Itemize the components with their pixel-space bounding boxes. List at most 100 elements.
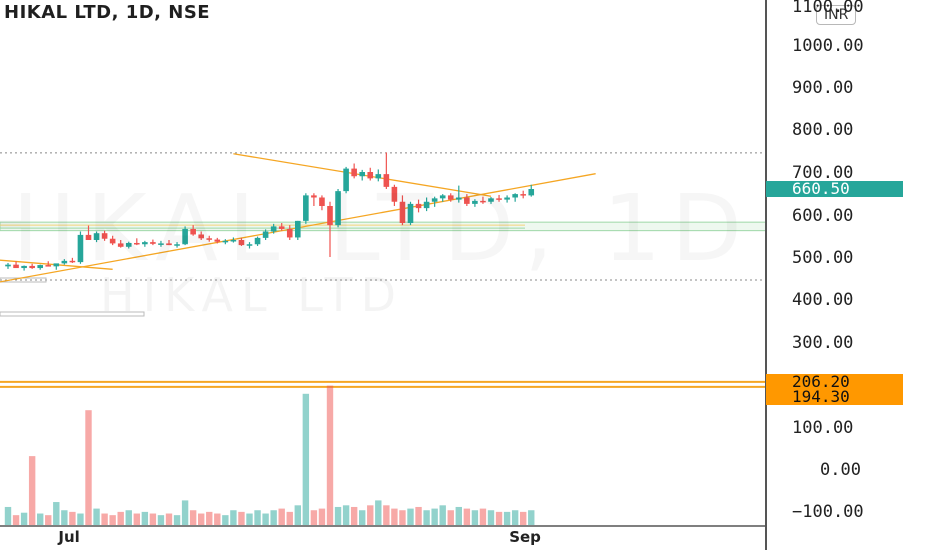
chart-title: HIKAL LTD, 1D, NSE	[4, 2, 211, 23]
volume-bar	[157, 515, 165, 525]
volume-bar	[350, 506, 358, 525]
candle	[447, 195, 454, 200]
volume-bar	[278, 508, 285, 525]
candle	[303, 195, 309, 221]
volume-bar	[230, 510, 237, 525]
candle	[278, 226, 285, 229]
volume-bar	[318, 508, 326, 525]
volume-bar	[375, 500, 382, 525]
candle	[488, 198, 494, 202]
symbol-watermark-large: HIKAL LTD, 1D	[0, 175, 752, 282]
last-price-label: 660.50	[766, 181, 903, 197]
candle	[270, 226, 277, 232]
time-tick-label: Jul	[58, 528, 80, 546]
volume-bar	[109, 515, 116, 525]
candle	[496, 198, 502, 200]
volume-bar	[439, 505, 446, 525]
price-tick-label: 700.00	[792, 163, 854, 183]
volume-bar	[85, 410, 92, 525]
price-tick-label: 1100.00	[792, 0, 864, 17]
candle	[13, 264, 19, 269]
volume-bar	[407, 508, 414, 525]
candle	[174, 244, 180, 246]
volume-bar	[254, 510, 261, 525]
candle	[464, 197, 470, 204]
candle	[246, 244, 253, 246]
volume-bar	[326, 385, 334, 525]
volume-bar	[45, 515, 52, 525]
candle	[222, 240, 229, 243]
candle	[286, 228, 293, 238]
candle	[109, 238, 116, 244]
candle	[254, 237, 261, 245]
volume-bar	[399, 510, 406, 525]
candle	[311, 195, 317, 198]
candle	[351, 168, 357, 177]
candle	[190, 228, 196, 235]
candle	[125, 242, 132, 247]
price-tick-label: 500.00	[792, 248, 854, 268]
candle	[456, 197, 462, 200]
candle	[158, 243, 164, 245]
candle	[29, 265, 35, 269]
candle	[53, 263, 60, 267]
volume-bar	[117, 511, 124, 525]
volume-bar	[189, 510, 197, 525]
candle	[295, 220, 301, 238]
currency-badge[interactable]: INR	[816, 5, 857, 25]
candle	[77, 234, 84, 263]
volume-bar	[520, 511, 527, 525]
volume-bar	[222, 515, 229, 525]
volume-bar	[423, 510, 430, 525]
volume-bar	[286, 511, 293, 525]
volume-bar	[310, 510, 318, 525]
volume-bar	[487, 510, 495, 525]
candle	[150, 242, 156, 244]
volume-bar	[463, 508, 471, 525]
candle	[262, 231, 269, 238]
candle	[375, 174, 382, 179]
volume-bar	[125, 510, 132, 525]
volume-bar	[133, 513, 140, 525]
price-tick-label: 400.00	[792, 290, 854, 310]
volume-bar	[391, 508, 398, 525]
candle	[21, 265, 27, 269]
volume-bar	[455, 506, 462, 525]
volume-bar	[246, 513, 253, 525]
volume-bar	[198, 513, 205, 525]
price-tick-label: 100.00	[792, 418, 854, 438]
volume-bar	[61, 510, 68, 525]
candle	[504, 197, 510, 200]
candle	[367, 172, 374, 179]
candle	[480, 200, 486, 203]
candle	[166, 243, 172, 246]
candle	[399, 201, 406, 223]
volume-bar	[101, 513, 108, 525]
candle	[117, 243, 124, 247]
candle	[238, 240, 245, 246]
price-tick-label: 1000.00	[792, 36, 864, 56]
volume-bar	[479, 508, 487, 525]
price-tick-label: 900.00	[792, 78, 854, 98]
candle	[383, 174, 390, 187]
candle	[61, 260, 68, 264]
level-price-label: 194.30	[766, 389, 903, 405]
candle	[343, 168, 349, 192]
range-marker	[0, 311, 145, 317]
volume-bar	[447, 510, 454, 525]
symbol-watermark: HIKAL LTD	[100, 268, 404, 322]
candle	[101, 233, 108, 239]
candle	[85, 234, 92, 240]
volume-bar	[28, 456, 36, 525]
volume-bar	[415, 506, 422, 525]
volume-bar	[12, 515, 20, 525]
candle	[520, 194, 526, 196]
volume-bar	[93, 508, 100, 525]
volume-bar	[69, 511, 76, 525]
volume-bar	[294, 505, 301, 525]
volume-bar	[367, 505, 374, 525]
volume-bar	[302, 393, 310, 525]
candle	[391, 186, 398, 202]
volume-bar	[214, 513, 221, 525]
